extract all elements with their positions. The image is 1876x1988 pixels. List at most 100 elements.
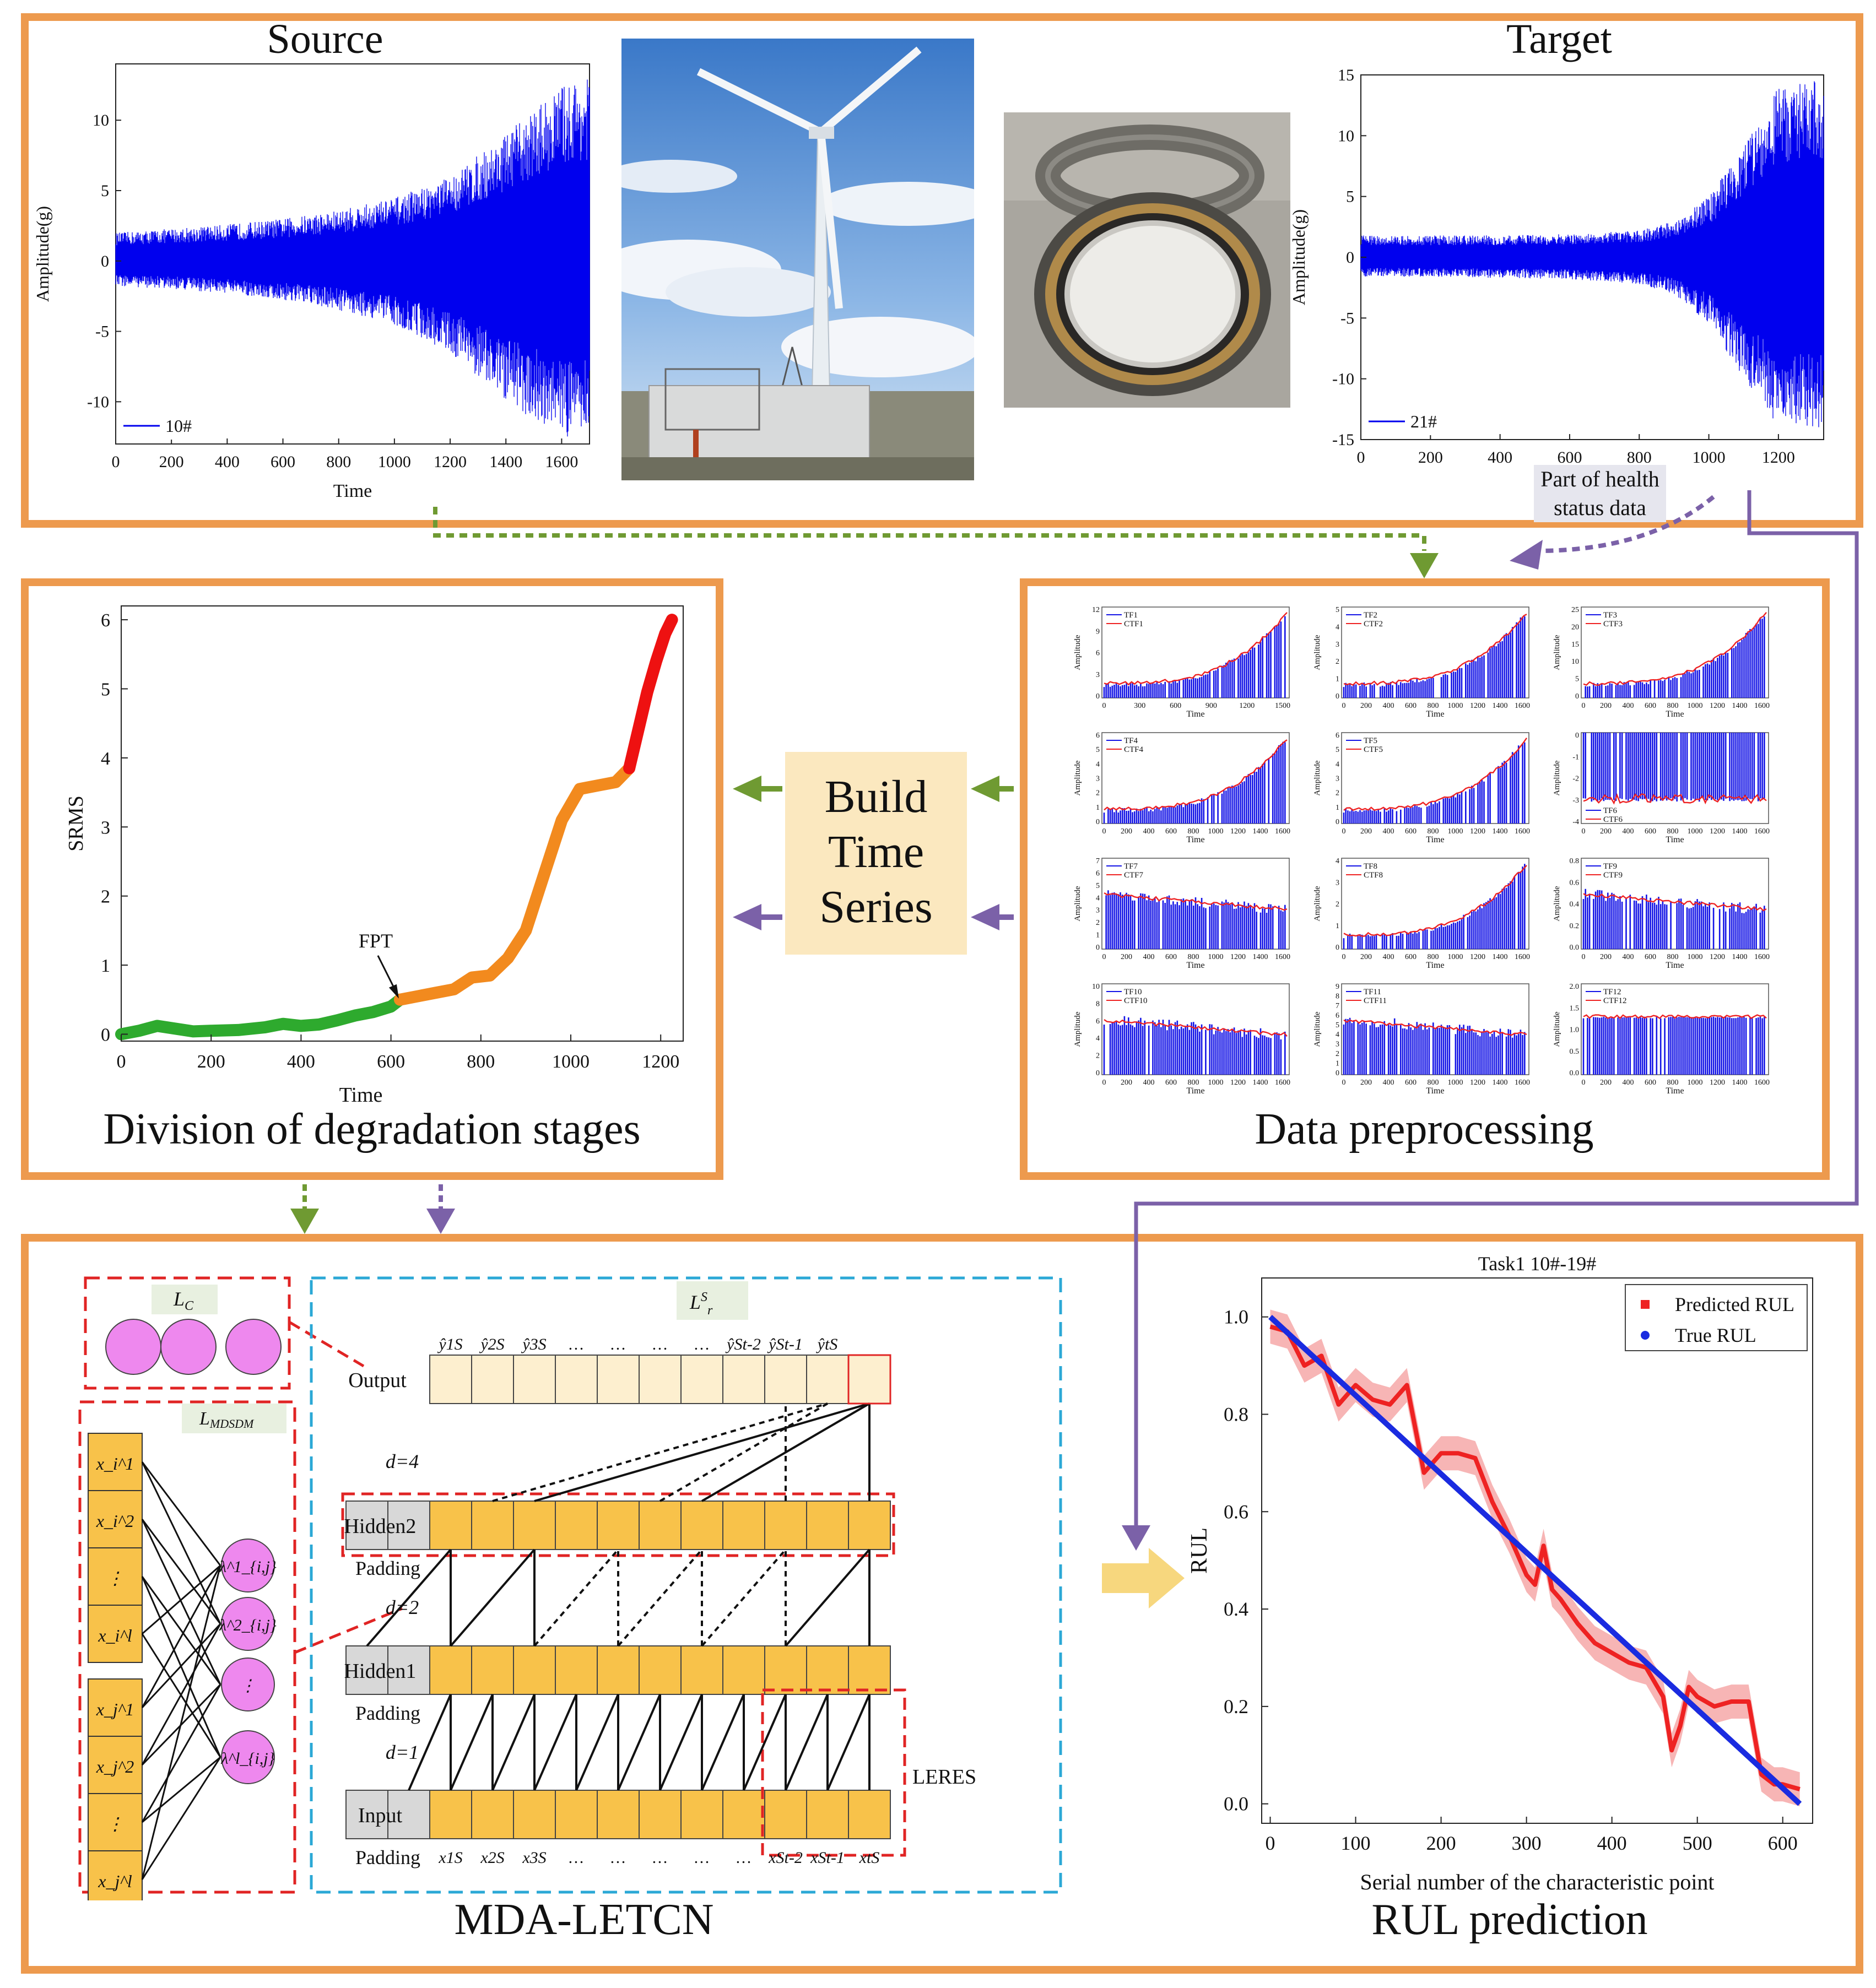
x-tick-label: 1000 — [1208, 953, 1224, 961]
x-tick-label: 1600 — [1754, 953, 1770, 961]
lmdsdm-label-bg — [182, 1404, 286, 1433]
y-tick-label: 10 — [93, 111, 109, 129]
output-seq-label: … — [695, 1335, 710, 1353]
x-axis-label: Time — [333, 481, 372, 501]
x-tick-label: 1200 — [1710, 1079, 1725, 1087]
x-tick-label: 400 — [1383, 1079, 1394, 1087]
x-tick-label: 1000 — [1448, 1079, 1463, 1087]
y-axis-label: Amplitude — [1313, 1011, 1322, 1047]
conv-connection — [575, 1694, 619, 1791]
legend-tf: TF5 — [1364, 736, 1377, 745]
output-seq-label: … — [653, 1335, 668, 1353]
legend-tf: TF3 — [1603, 611, 1617, 620]
x-tick-label: 1200 — [1470, 827, 1485, 836]
y-tick-label: 0.5 — [1570, 1048, 1580, 1056]
y-tick-label: 0 — [1336, 1069, 1339, 1077]
feature-input-cell — [88, 1793, 143, 1851]
x-tick-label: 1200 — [434, 453, 467, 471]
hidden2-cell — [680, 1501, 723, 1550]
hidden2-cell — [513, 1501, 556, 1550]
output-cell — [513, 1355, 556, 1404]
y-axis-label: Amplitude(g) — [33, 206, 52, 302]
y-tick-label: 12 — [1092, 606, 1100, 614]
legend-tf: TF2 — [1364, 611, 1377, 620]
x-tick-label: 400 — [287, 1052, 315, 1072]
y-tick-label: 3 — [1336, 1041, 1339, 1049]
output-label: Output — [348, 1369, 407, 1392]
conv-connection — [659, 1694, 703, 1791]
lr-subscript: r — [707, 1303, 713, 1318]
x-tick-label: 600 — [1645, 953, 1656, 961]
x-tick-label: 0 — [1342, 1079, 1346, 1087]
x-tick-label: 600 — [1557, 448, 1582, 467]
hidden2-cell — [722, 1501, 765, 1550]
conv-connection — [743, 1694, 787, 1791]
output-cell — [848, 1355, 891, 1404]
legend-label: 21# — [1410, 411, 1437, 431]
x-tick-label: 1000 — [1448, 953, 1463, 961]
x-tick-label: 0 — [1342, 702, 1346, 710]
degradation-section — [21, 578, 723, 1180]
x-tick-label: 200 — [1418, 448, 1443, 467]
y-tick-label: 0 — [1575, 732, 1579, 740]
input-cell — [806, 1790, 849, 1839]
legend-true-label: True RUL — [1675, 1324, 1756, 1346]
x-tick-label: 800 — [1428, 827, 1439, 836]
x-tick-label: 400 — [1143, 1079, 1155, 1087]
feature-input-label: ⋮ — [106, 1568, 124, 1588]
y-tick-label: -15 — [1332, 431, 1354, 449]
conv-connection — [785, 1694, 829, 1791]
x-tick-label: 1400 — [1732, 827, 1748, 836]
mdsdm-connection — [141, 1461, 221, 1624]
y-tick-label: 9 — [1096, 627, 1100, 636]
attention-neuron-label: ⋮ — [240, 1677, 256, 1695]
hidden1-cell — [429, 1645, 472, 1695]
hidden2-cell — [639, 1501, 682, 1550]
input-cell — [764, 1790, 807, 1839]
x-tick-label: 1000 — [378, 453, 411, 471]
build-line1: Build — [824, 771, 928, 822]
output-seq-label: ŷSt-1 — [767, 1335, 803, 1353]
rul-title: RUL prediction — [1371, 1895, 1648, 1944]
x-tick-label: 1500 — [1275, 702, 1290, 710]
output-seq-label: … — [611, 1335, 626, 1353]
x-tick-label: 200 — [1121, 827, 1132, 836]
x-tick-label: 400 — [1597, 1832, 1627, 1854]
health-status-label: Part of health status data — [1534, 465, 1666, 522]
source-title: Source — [267, 16, 383, 62]
y-tick-label: 3 — [1096, 907, 1100, 915]
x-tick-label: 1000 — [1208, 827, 1224, 836]
conv-connection — [408, 1694, 452, 1791]
legend-ctf: CTF1 — [1124, 620, 1143, 629]
mdsdm-connection — [141, 1565, 221, 1880]
true-rul-line — [1268, 1315, 1802, 1806]
mda-letcn-diagram: LCLMDSDMx_i^1x_i^2⋮x_i^lx_j^1x_j^2⋮x_j^l… — [78, 1276, 1062, 1900]
x-tick-label: 400 — [1143, 953, 1155, 961]
x-tick-label: 400 — [1623, 1079, 1634, 1087]
x-tick-label: 400 — [1488, 448, 1512, 467]
y-tick-label: 3 — [1336, 641, 1339, 649]
x-tick-label: 100 — [1341, 1832, 1371, 1854]
attention-neuron-label: λ^2_{i,j} — [219, 1616, 277, 1634]
input-cell — [555, 1790, 598, 1839]
purple-arrowhead — [1510, 540, 1543, 570]
y-tick-label: 0.2 — [1224, 1696, 1248, 1718]
y-tick-label: -2 — [1572, 775, 1579, 783]
input-seq-label: … — [611, 1849, 626, 1867]
attention-neuron-label: λ^l_{i,j} — [220, 1749, 274, 1768]
output-cell — [722, 1355, 765, 1404]
x-tick-label: 0 — [1342, 953, 1346, 961]
x-tick-label: 0 — [1342, 827, 1346, 836]
feature-input-label: x_i^1 — [96, 1454, 134, 1474]
padding-cell — [387, 1790, 430, 1839]
y-tick-label: 0.8 — [1570, 857, 1580, 865]
x-tick-label: 300 — [1512, 1832, 1542, 1854]
y-tick-label: 10 — [1338, 127, 1354, 145]
y-tick-label: 5 — [101, 679, 110, 700]
y-tick-label: 3 — [1336, 775, 1339, 783]
y-tick-label: 3 — [1096, 775, 1100, 783]
conv-connection — [701, 1548, 787, 1647]
y-tick-label: 1.5 — [1570, 1004, 1580, 1012]
